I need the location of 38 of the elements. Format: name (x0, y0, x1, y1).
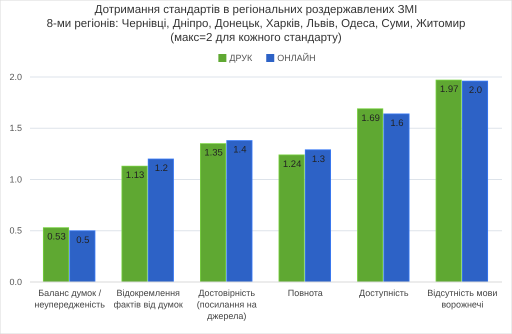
data-label: 2.0 (468, 85, 482, 96)
x-tick-label: Доступність (359, 288, 409, 298)
bar (226, 140, 252, 282)
legend-label: ДРУК (229, 53, 253, 63)
data-label: 1.69 (361, 112, 380, 124)
data-label: 1.6 (390, 118, 404, 129)
x-tick-label: Відокремлення фактів від думок (114, 288, 183, 310)
data-label: 1.13 (126, 170, 144, 182)
y-tick-label: 0.0 (9, 276, 22, 287)
bar (121, 166, 148, 282)
bar (148, 158, 174, 282)
bar (42, 227, 70, 282)
x-tick-label: Достовірність (посилання на джерела) (196, 288, 257, 321)
data-label: 1.3 (312, 154, 326, 165)
data-label: 0.53 (47, 232, 66, 243)
data-label: 1.35 (204, 148, 223, 159)
y-tick-label: 2.0 (9, 72, 22, 82)
data-label: 1.4 (233, 144, 246, 156)
bar (69, 230, 96, 282)
bar (357, 108, 384, 282)
chart-title: Дотримання стандартів в регіональних роздержавлених ЗМІ 8-ми регіонів: Чернівці, Дніпро, Донецьк, Харків, Львів, Одеса, Суми, Житомир (макс=2 для кожного стандарту) (46, 4, 466, 44)
data-label: 0.5 (76, 234, 90, 246)
x-tick-label: Повнота (288, 288, 323, 298)
bar (200, 143, 226, 282)
bar (304, 149, 331, 282)
x-tick-label: Відсутність мови ворожнечі (427, 288, 498, 310)
bar (383, 114, 410, 282)
x-tick-label: Баланс думок / неупередженість (34, 288, 106, 310)
data-label: 1.24 (282, 158, 302, 170)
bar (462, 80, 488, 282)
y-tick-label: 1.0 (9, 174, 22, 184)
data-label: 1.97 (440, 84, 458, 96)
y-tick-label: 0.5 (9, 226, 22, 236)
data-label: 1.2 (154, 163, 168, 174)
legend-label: ОНЛАЙН (277, 52, 316, 63)
y-tick-label: 1.5 (9, 123, 22, 134)
bar (436, 80, 462, 282)
bar (278, 154, 305, 282)
